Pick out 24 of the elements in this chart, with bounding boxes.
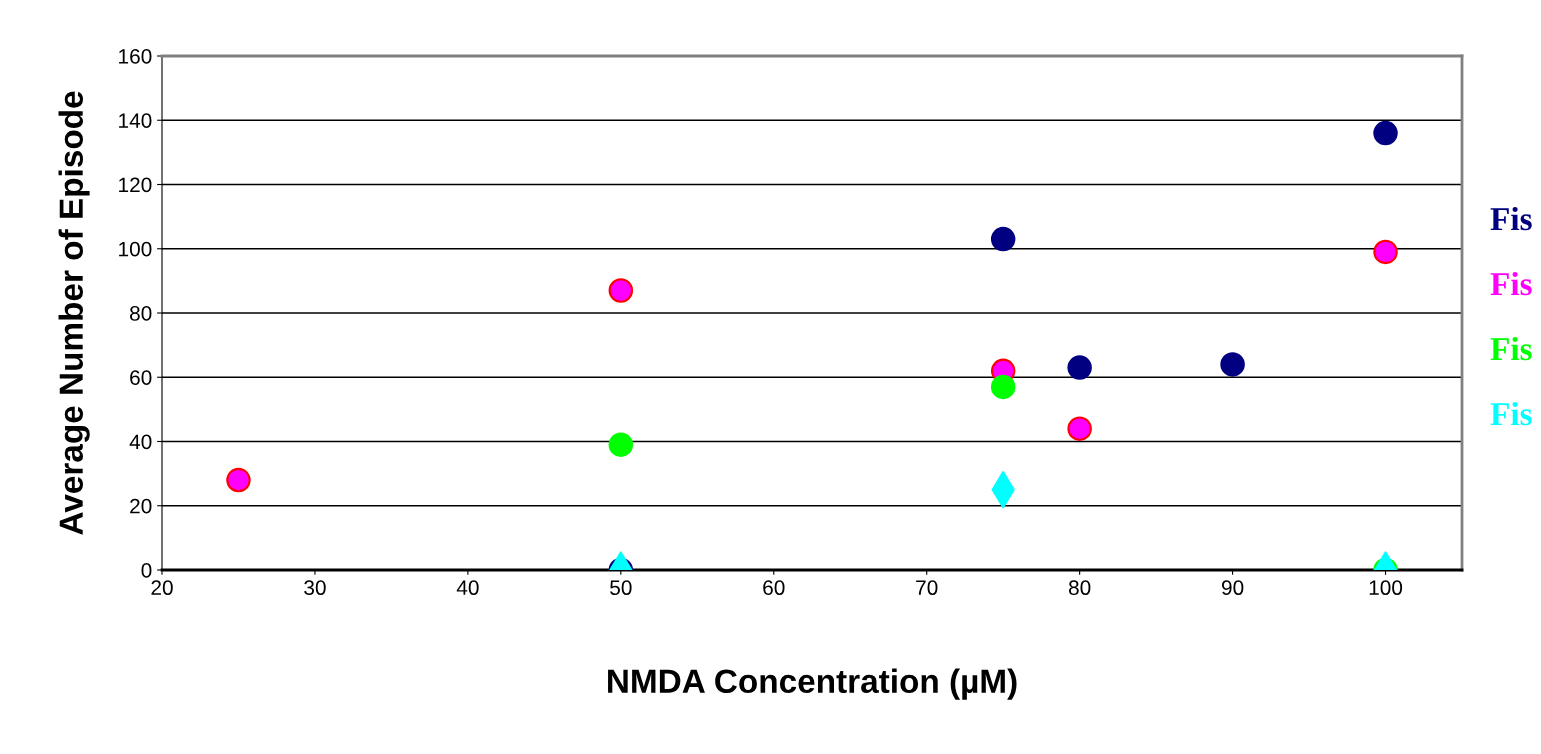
text: Fis <box>1490 271 1532 296</box>
y-tick-label: 40 <box>129 434 152 450</box>
x-tick-label: 100 <box>1369 580 1403 596</box>
x-tick-label: 20 <box>151 580 173 596</box>
y-tick-label: 20 <box>130 498 152 514</box>
text: Fis <box>1490 206 1532 231</box>
text: Fis <box>1490 401 1532 426</box>
text: Fis <box>1490 336 1532 361</box>
x-axis-title: NMDA Concentration (µM) <box>608 668 1017 700</box>
x-tick-label: 60 <box>763 580 785 596</box>
x-tick-label: 90 <box>1221 580 1244 596</box>
y-tick-label: 100 <box>119 241 152 257</box>
y-tick-label: 140 <box>119 113 152 128</box>
y-tick-label: 120 <box>119 177 152 193</box>
y-tick-label: 80 <box>130 306 152 321</box>
y-tick-label: 60 <box>130 370 152 385</box>
y-tick-label: 0 <box>141 563 152 578</box>
y-axis-title: Average Number of Episode <box>58 91 90 535</box>
x-tick-label: 50 <box>610 580 632 596</box>
y-tick-label: 160 <box>119 49 152 64</box>
x-tick-label: 40 <box>456 580 479 596</box>
x-tick-label: 30 <box>304 580 326 596</box>
x-tick-label: 80 <box>1068 580 1091 596</box>
x-tick-label: 70 <box>916 580 938 596</box>
